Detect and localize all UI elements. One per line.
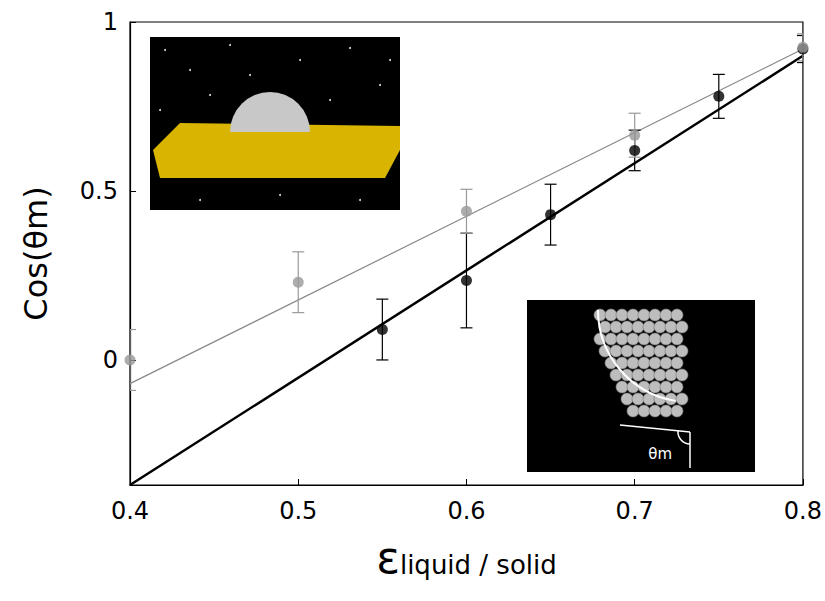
svg-text:ε: ε <box>376 532 400 583</box>
svg-text:0.5: 0.5 <box>80 177 118 205</box>
svg-text:0.6: 0.6 <box>447 497 485 525</box>
svg-text:0.4: 0.4 <box>111 497 149 525</box>
svg-text:0: 0 <box>103 346 118 374</box>
svg-text:1: 1 <box>103 8 118 36</box>
svg-text:0.7: 0.7 <box>616 497 654 525</box>
svg-text:Cos(θm): Cos(θm) <box>17 186 55 320</box>
svg-text:0.8: 0.8 <box>784 497 822 525</box>
svg-text:0.5: 0.5 <box>279 497 317 525</box>
svg-text:θm: θm <box>648 445 672 463</box>
svg-text:liquid / solid: liquid / solid <box>400 550 557 580</box>
